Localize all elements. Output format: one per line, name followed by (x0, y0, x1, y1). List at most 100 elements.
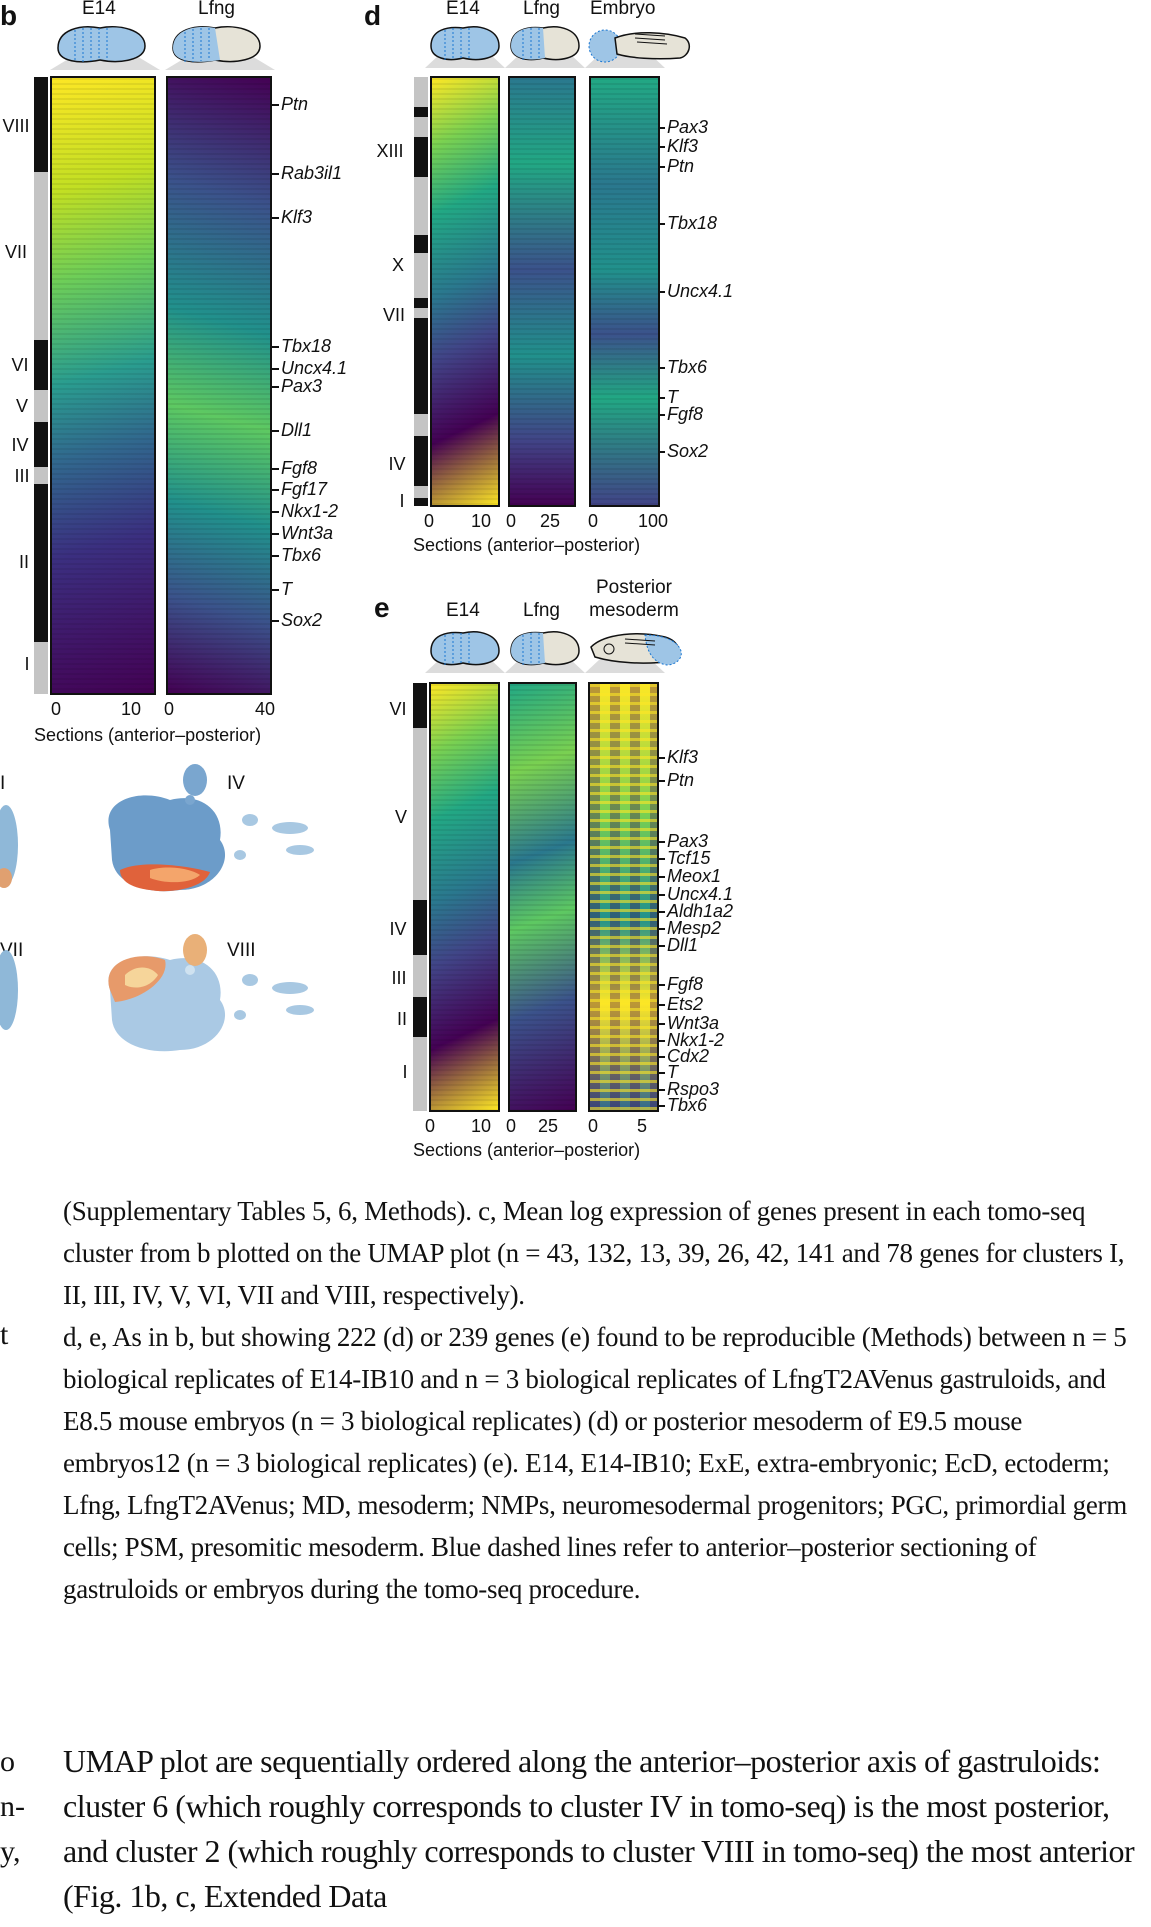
caption-paragraph: (Supplementary Tables 5, 6, Methods). c,… (63, 1196, 1125, 1310)
gene-label: T (272, 579, 292, 599)
gene-label: Uncx4.1 (657, 281, 734, 301)
gastruloid-icon (505, 631, 585, 673)
panel-b-label: b (0, 0, 18, 31)
gene-label: Ptn (657, 770, 695, 790)
cluster-label: I (24, 654, 30, 674)
heatmap-d-embryo (589, 76, 660, 507)
cluster-label: VI (11, 355, 29, 375)
axis-tick: 10 (120, 699, 142, 719)
gene-label: T (658, 387, 678, 407)
cluster-label: IV (388, 454, 406, 474)
umap-plot (0, 934, 314, 1052)
gene-label: Dll1 (271, 420, 313, 440)
gene-label: Tbx6 (657, 1095, 708, 1115)
gene-label: Klf3 (657, 747, 699, 767)
axis-tick: 25 (539, 511, 561, 531)
gene-label: Sox2 (271, 610, 323, 630)
gene-label: Wnt3a (271, 523, 334, 543)
cluster-label: VII (4, 242, 28, 262)
cluster-label: III (14, 466, 30, 486)
gastruloid-icon (50, 26, 160, 70)
gene-label: Uncx4.1 (657, 884, 734, 904)
gene-label: Aldh1a2 (657, 901, 734, 921)
umap-plot (0, 764, 314, 892)
gastruloid-icon (425, 26, 505, 68)
margin-fragment: t (0, 1318, 9, 1351)
panel-e-label: e (374, 592, 390, 623)
cluster-label: X (391, 255, 405, 275)
umap-label: IV (227, 773, 245, 794)
axis-tick: 0 (163, 699, 175, 719)
embryo-icon (585, 633, 682, 673)
cluster-label: VI (389, 699, 407, 719)
cluster-label: III (391, 968, 407, 988)
gene-label: Pax3 (657, 831, 709, 851)
gene-label: Tbx6 (657, 357, 708, 377)
margin-fragment: o (0, 1745, 15, 1778)
x-axis-label: Sections (anterior–posterior) (413, 1140, 641, 1160)
heatmap-d-lfng (508, 76, 576, 507)
gene-label: Klf3 (657, 136, 699, 156)
cluster-label: II (396, 1009, 408, 1029)
panel-d-col-lfng: Lfng (523, 0, 560, 19)
gene-label: T (658, 1062, 678, 1082)
heatmap-b-lfng (166, 76, 272, 695)
gene-label: Klf3 (271, 207, 313, 227)
gene-label: Nkx1-2 (657, 1030, 725, 1050)
gene-label: Nkx1-2 (271, 501, 339, 521)
gene-label: Wnt3a (657, 1013, 720, 1033)
gene-label: Pax3 (271, 376, 323, 396)
caption-paragraph: d, e, As in b, but showing 222 (d) or 23… (63, 1322, 1127, 1604)
gene-label: Sox2 (657, 441, 709, 461)
heatmap-d-e14 (430, 76, 500, 507)
gene-label: Tbx6 (271, 545, 322, 565)
panel-e-col-posterior: Posterior mesoderm (589, 577, 679, 621)
panel-e-col-lfng: Lfng (523, 600, 560, 621)
gene-label: Ets2 (657, 994, 704, 1014)
x-axis-label: Sections (anterior–posterior) (34, 725, 262, 745)
gene-label: Ptn (271, 94, 309, 114)
cluster-label: VIII (2, 116, 30, 136)
panel-b-col-lfng: Lfng (198, 0, 235, 19)
panel-b-col-e14: E14 (82, 0, 116, 19)
gene-label: Cdx2 (657, 1046, 710, 1066)
gastruloid-icon (505, 26, 585, 68)
axis-tick: 40 (254, 699, 276, 719)
margin-fragment: n- (0, 1790, 25, 1823)
gene-label: Pax3 (657, 117, 709, 137)
axis-tick: 0 (424, 1116, 436, 1136)
gene-label: Fgf8 (657, 404, 704, 424)
gene-label: Dll1 (657, 935, 699, 955)
cluster-label: I (402, 1062, 408, 1082)
gene-label: Mesp2 (657, 918, 722, 938)
axis-tick: 0 (423, 511, 435, 531)
figure-caption: (Supplementary Tables 5, 6, Methods). c,… (63, 1190, 1138, 1610)
umap-label: I (0, 773, 6, 794)
gene-label: Tbx18 (271, 336, 332, 356)
cluster-label: VII (382, 305, 406, 325)
umap-label: VIII (227, 940, 256, 961)
gene-label: Fgf17 (271, 479, 328, 499)
gastruloid-icon (165, 26, 275, 70)
cluster-label: V (394, 807, 408, 827)
gene-label: Fgf8 (271, 458, 318, 478)
axis-tick: 100 (637, 511, 669, 531)
axis-tick: 0 (505, 511, 517, 531)
heatmap-b-e14 (50, 76, 156, 695)
gene-label: Ptn (657, 156, 695, 176)
panel-e-col-e14: E14 (446, 600, 480, 621)
panel-d-col-e14: E14 (446, 0, 480, 19)
axis-tick: 0 (587, 511, 599, 531)
heatmap-e-lfng (508, 682, 577, 1112)
cluster-label: I (399, 491, 405, 511)
gene-label: Fgf8 (657, 974, 704, 994)
panel-d-label: d (364, 0, 382, 31)
axis-tick: 10 (470, 1116, 492, 1136)
gene-label: Rab3il1 (271, 163, 343, 183)
axis-tick: 0 (50, 699, 62, 719)
gene-label: Meox1 (657, 866, 722, 886)
cluster-label: IV (389, 919, 407, 939)
axis-tick: 0 (505, 1116, 517, 1136)
cluster-label: IV (11, 435, 29, 455)
gene-label: Tcf15 (657, 848, 711, 868)
